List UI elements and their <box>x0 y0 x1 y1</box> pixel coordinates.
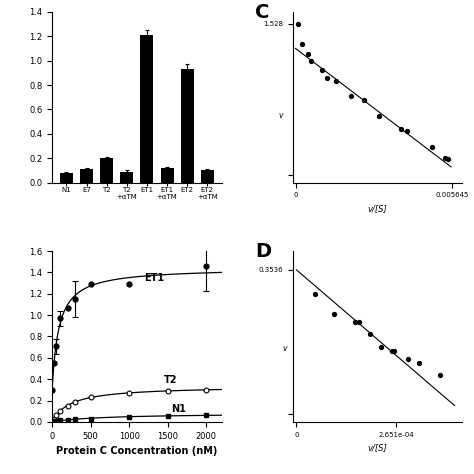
Bar <box>201 171 214 182</box>
Text: v: v <box>278 111 283 120</box>
Text: D: D <box>255 243 272 262</box>
X-axis label: v/[S]: v/[S] <box>367 204 387 213</box>
Text: ET1: ET1 <box>145 273 164 283</box>
Bar <box>100 158 113 182</box>
Bar <box>60 173 73 182</box>
Bar <box>181 69 194 182</box>
Bar <box>161 168 173 182</box>
Bar <box>140 35 154 182</box>
Text: C: C <box>255 3 270 22</box>
Bar <box>80 169 93 182</box>
Text: v: v <box>283 344 287 353</box>
X-axis label: Protein C Concentration (nM): Protein C Concentration (nM) <box>56 446 218 456</box>
Bar <box>120 172 133 182</box>
Text: T2: T2 <box>164 375 177 385</box>
Text: N1: N1 <box>172 404 186 414</box>
X-axis label: v/[S]: v/[S] <box>367 443 387 452</box>
